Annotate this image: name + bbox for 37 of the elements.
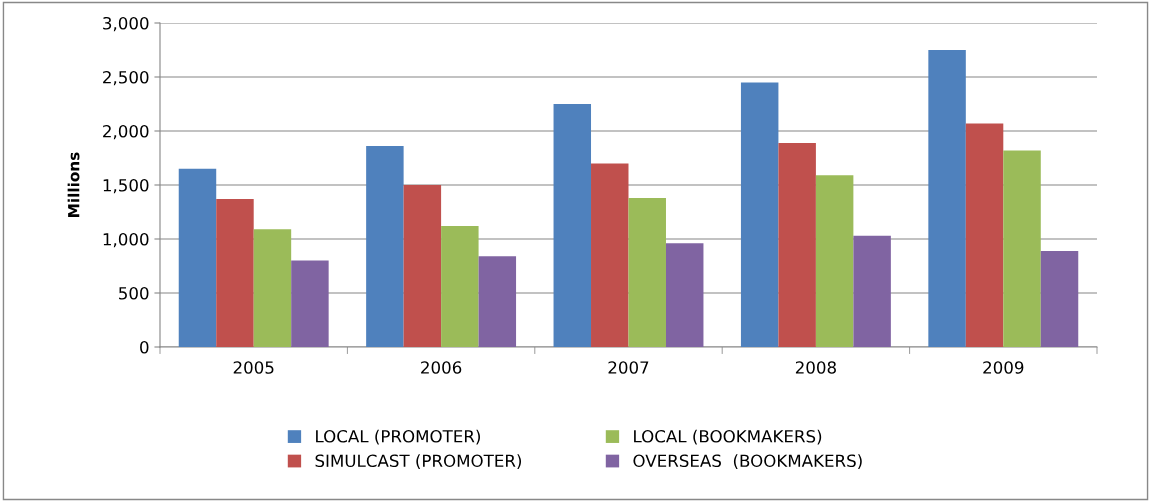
bar (591, 163, 629, 347)
bar (965, 123, 1004, 347)
bar (928, 50, 966, 347)
bar (778, 142, 816, 347)
y-axis-title: Millions (67, 152, 80, 217)
bar (1040, 250, 1079, 347)
x-tick-label: 2006 (421, 361, 462, 374)
bar (1003, 150, 1041, 347)
y-tick-label: 0 (140, 340, 149, 354)
x-tick-label: 2009 (983, 361, 1024, 374)
x-tick-label: 2005 (233, 361, 274, 374)
x-tick-label: 2008 (795, 361, 836, 374)
bar (403, 185, 442, 347)
bar (253, 229, 292, 347)
bar (216, 199, 254, 347)
y-tick-label: 1,000 (103, 232, 149, 248)
y-tick-label: 3,000 (103, 16, 149, 32)
bar (478, 256, 517, 347)
y-tick-label: 2,500 (103, 70, 149, 86)
bar (441, 226, 479, 347)
bar (366, 146, 404, 347)
bar (665, 243, 704, 347)
y-tick-label: 1,500 (103, 178, 149, 194)
y-tick-label: 2,000 (103, 124, 149, 140)
legend-label: LOCAL (PROMOTER) (316, 429, 480, 445)
bar (853, 235, 891, 347)
bar (628, 197, 666, 347)
legend-label: SIMULCAST (PROMOTER) (315, 454, 522, 470)
legend-label: OVERSEAS (BOOKMAKERS) (633, 454, 862, 470)
bar (553, 104, 592, 347)
bar (815, 175, 854, 347)
y-tick-label: 500 (119, 286, 149, 300)
bar (740, 82, 779, 347)
x-tick-label: 2007 (608, 361, 649, 374)
legend-label: LOCAL (BOOKMAKERS) (634, 429, 822, 445)
bar (178, 168, 217, 347)
bar (291, 260, 329, 347)
